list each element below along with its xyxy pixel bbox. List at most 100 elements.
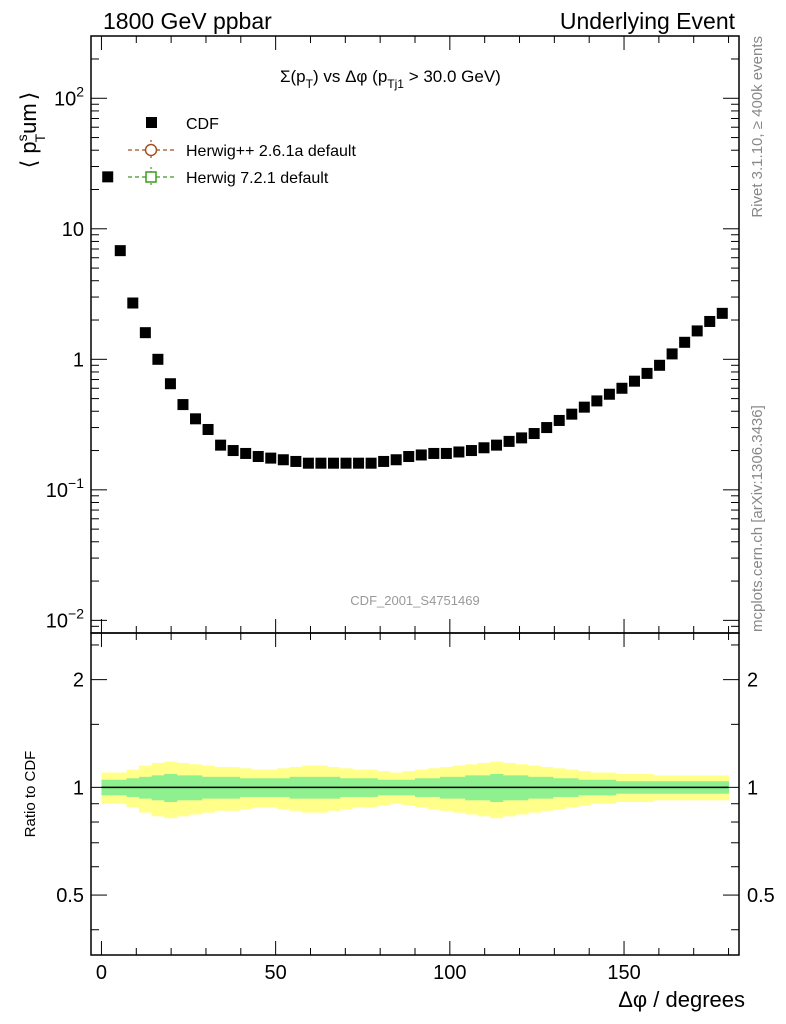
ratio-herwigpp-point	[579, 0, 590, 6]
ratio-herwigpp-point	[667, 0, 678, 6]
ratio-herwigpp-point	[115, 0, 126, 6]
herwig7-point	[341, 0, 351, 10]
ratio-herwig7-point	[291, 0, 301, 10]
header-left-label: 1800 GeV ppbar	[103, 8, 272, 34]
cdf-point	[616, 382, 628, 394]
ratio-y-tick-label-right: 2	[747, 670, 758, 692]
ratio-herwigpp-point	[215, 0, 226, 6]
herwig7-point	[466, 0, 476, 10]
ratio-herwigpp-point	[353, 0, 364, 6]
herwigpp-point	[165, 0, 176, 6]
cdf-point	[528, 428, 540, 440]
ratio-herwig7-point	[366, 0, 376, 10]
ratio-y-tick-label: 2	[73, 670, 84, 692]
herwig7-point	[454, 0, 464, 10]
ratio-herwigpp-point	[654, 0, 665, 6]
main-y-axis-label: ⟨ ps Tum⟩	[14, 92, 48, 169]
herwigpp-point	[579, 0, 590, 6]
herwig7-point	[529, 0, 539, 10]
cdf-point	[679, 336, 691, 348]
herwig7-point	[416, 0, 426, 10]
rivet-version-label: Rivet 3.1.10, ≥ 400k events	[749, 36, 766, 218]
cdf-point	[177, 399, 189, 411]
ratio-herwigpp-point	[140, 0, 151, 6]
ratio-panel: 0 50 100 150 0.5 0.5 1 1 2 2 Ratio to CDF Δφ / de…	[22, 0, 775, 1012]
cdf-point	[152, 353, 164, 365]
cdf-point	[227, 445, 239, 457]
ratio-herwig7-point	[278, 0, 288, 10]
y-tick-label: 102	[54, 83, 84, 110]
cdf-point	[290, 455, 302, 467]
cdf-point	[240, 447, 252, 459]
herwigpp-point	[428, 0, 439, 6]
ratio-herwig7-point	[416, 0, 426, 10]
cdf-point	[340, 457, 352, 469]
cdf-point	[353, 457, 365, 469]
herwigpp-point	[654, 0, 665, 6]
y-tick-label: 1	[73, 349, 84, 371]
cdf-point	[365, 457, 377, 469]
ratio-y-tick-label-right: 0.5	[747, 885, 775, 907]
y-tick-label: 10−2	[46, 605, 84, 632]
cdf-point	[465, 445, 477, 457]
ratio-herwigpp-point	[428, 0, 439, 6]
ratio-y-tick-label: 0.5	[56, 885, 84, 907]
cdf-point	[415, 449, 427, 461]
cdf-point	[114, 245, 126, 257]
herwigpp-point	[667, 0, 678, 6]
cdf-point	[102, 171, 114, 183]
herwig7-point	[316, 0, 326, 10]
herwig7-point	[542, 0, 552, 10]
ratio-herwig7-point	[517, 0, 527, 10]
cdf-point	[591, 395, 603, 407]
cdf-point	[302, 457, 314, 469]
y-tick-label: 10−1	[46, 475, 84, 502]
herwigpp-point	[127, 0, 138, 6]
cdf-point	[541, 422, 553, 434]
herwigpp-point	[140, 0, 151, 6]
cdf-point	[716, 307, 728, 319]
cdf-point	[190, 413, 202, 425]
ratio-herwig7-point	[391, 0, 401, 10]
herwigpp-point	[115, 0, 126, 6]
ratio-herwig7-point	[529, 0, 539, 10]
cdf-point	[641, 367, 653, 379]
x-tick-label: 150	[607, 962, 640, 984]
herwigpp-point	[679, 0, 690, 6]
herwigpp-point	[290, 0, 301, 6]
cdf-point	[578, 401, 590, 413]
herwig7-point	[291, 0, 301, 10]
cdf-point	[164, 378, 176, 390]
ratio-herwig7-point	[466, 0, 476, 10]
x-axis-label: Δφ / degrees	[618, 987, 745, 1012]
cdf-point	[315, 457, 327, 469]
cdf-point	[428, 447, 440, 459]
ratio-herwigpp-point	[228, 0, 239, 6]
herwig7-point	[517, 0, 527, 10]
ratio-herwig7-point	[492, 0, 502, 10]
cdf-point	[215, 439, 227, 451]
ratio-herwig7-point	[328, 0, 338, 10]
ratio-herwig7-point	[354, 0, 364, 10]
x-tick-label: 50	[265, 962, 287, 984]
ratio-herwigpp-point	[290, 0, 301, 6]
ratio-y-tick-label-right: 1	[747, 777, 758, 799]
ratio-herwigpp-point	[177, 0, 188, 6]
legend-label-herwig7: Herwig 7.2.1 default	[186, 170, 329, 187]
y-tick-label: 10	[62, 219, 84, 241]
cdf-point	[516, 432, 528, 444]
herwigpp-point	[642, 0, 653, 6]
ratio-herwigpp-point	[478, 0, 489, 6]
cdf-point	[553, 414, 565, 426]
herwig7-point	[303, 0, 313, 10]
herwigpp-point	[591, 0, 602, 6]
legend-marker-herwig7	[145, 171, 157, 183]
ratio-herwigpp-point	[165, 0, 176, 6]
herwig7-point	[429, 0, 439, 10]
ratio-herwig7-point	[504, 0, 514, 10]
herwig7-point	[441, 0, 451, 10]
cdf-point	[491, 439, 503, 451]
herwig7-point	[404, 0, 414, 10]
ratio-herwigpp-point	[315, 0, 326, 6]
